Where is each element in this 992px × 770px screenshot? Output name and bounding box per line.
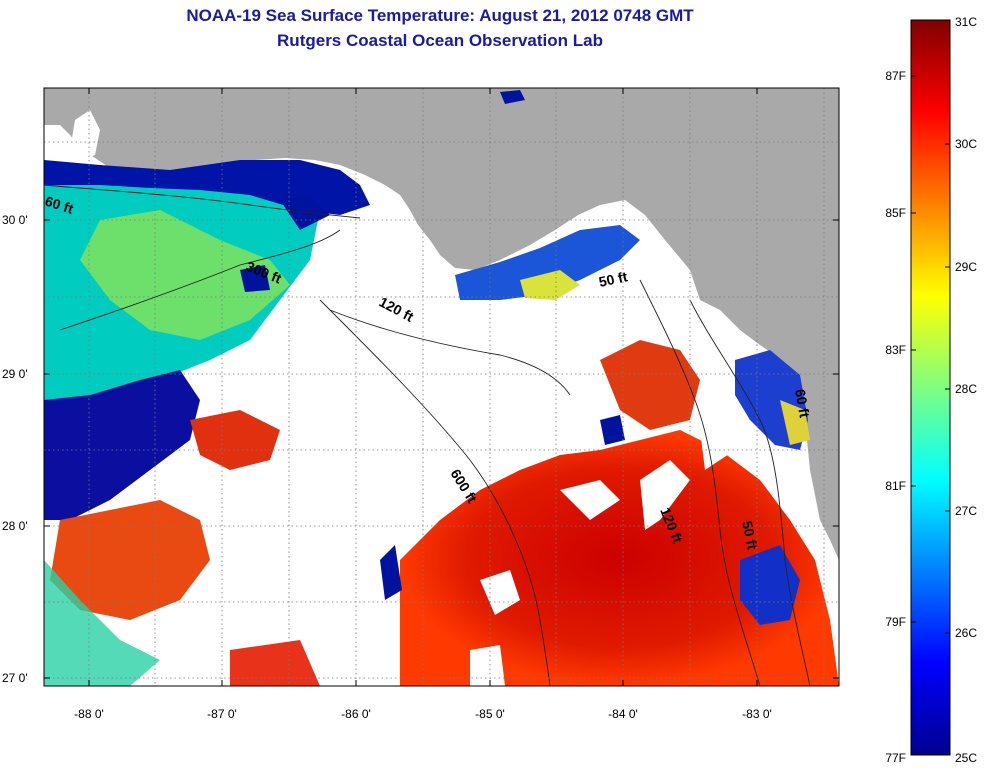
colorbar-fahrenheit-label: 83F xyxy=(885,343,906,357)
lon-tick-label: -87 0' xyxy=(207,707,237,721)
contour-120ft xyxy=(329,309,571,396)
contour-label: 60 ft xyxy=(792,388,813,419)
mobile-bay xyxy=(70,110,100,160)
contour-60ft xyxy=(44,184,361,219)
colorbar xyxy=(910,19,951,756)
lat-tick-label: 27 0' xyxy=(2,671,28,685)
lat-tick-label: 30 0' xyxy=(2,213,28,227)
lat-tick-label: 29 0' xyxy=(2,367,28,381)
cold-fleck-4 xyxy=(600,415,625,445)
cloud-gap-3 xyxy=(640,460,690,530)
cold-fleck-1 xyxy=(280,195,330,230)
colorbar-fahrenheit-label: 87F xyxy=(885,69,906,83)
cloud-gap-2 xyxy=(560,480,620,520)
contour-label: 50 ft xyxy=(739,519,761,551)
colorbar-ticks xyxy=(911,75,950,634)
yellow-coastal-patch xyxy=(520,270,580,300)
cloud-gap-1 xyxy=(480,570,520,615)
map-subtitle: Rutgers Coastal Ocean Observation Lab xyxy=(277,31,603,50)
colorbar-celsius-label: 26C xyxy=(955,626,977,640)
cool-scatter-west xyxy=(44,560,160,686)
colorbar-celsius-label: 30C xyxy=(955,137,977,151)
contour-300ft xyxy=(59,229,341,331)
warm-patch-west xyxy=(50,500,210,620)
lon-tick-label: -86 0' xyxy=(341,707,371,721)
lon-tick-label: -83 0' xyxy=(742,707,772,721)
colorbar-celsius-label: 25C xyxy=(955,751,977,765)
colorbar-celsius-label: 31C xyxy=(955,15,977,29)
cloud-gap-4 xyxy=(700,420,740,470)
land-mass xyxy=(44,88,839,560)
plot-frame xyxy=(43,87,840,687)
yellow-east-patch xyxy=(780,400,810,445)
cold-fleck-5 xyxy=(500,90,525,104)
lon-tick-label: -84 0' xyxy=(608,707,638,721)
map-title: NOAA-19 Sea Surface Temperature: August … xyxy=(186,6,694,25)
colorbar-fahrenheit-label: 81F xyxy=(885,479,906,493)
lon-tick-label: -88 0' xyxy=(74,707,104,721)
contour-600ft xyxy=(319,299,551,686)
green-patch xyxy=(80,210,290,340)
cold-fleck-2 xyxy=(240,265,270,292)
colorbar-celsius-label: 28C xyxy=(955,382,977,396)
warm-patch-center xyxy=(600,340,700,430)
colorbar-fahrenheit-label: 85F xyxy=(885,206,906,220)
lat-tick-label: 28 0' xyxy=(2,519,28,533)
contour-120ft-east xyxy=(639,279,761,686)
lat-lon-grid xyxy=(44,88,839,686)
bathymetry-contours xyxy=(44,184,811,686)
axis-ticks xyxy=(44,88,839,686)
cold-patch-east xyxy=(740,545,800,625)
lon-tick-label: -85 0' xyxy=(475,707,505,721)
colorbar-celsius-label: 27C xyxy=(955,504,977,518)
contour-50ft xyxy=(689,299,811,686)
cold-region-sw xyxy=(44,370,200,520)
warm-strip-bottom-west xyxy=(230,640,320,686)
warm-water-region xyxy=(400,430,839,686)
warm-patch-west-2 xyxy=(190,410,280,470)
colorbar-fahrenheit-label: 79F xyxy=(885,615,906,629)
colorbar-fahrenheit-label: 77F xyxy=(885,751,906,765)
cloud-gap-5 xyxy=(470,645,505,686)
contour-label: 50 ft xyxy=(597,268,629,290)
cold-fleck-3 xyxy=(380,545,402,600)
cool-coastal-strip-ne xyxy=(455,225,640,300)
colorbar-celsius-label: 29C xyxy=(955,260,977,274)
